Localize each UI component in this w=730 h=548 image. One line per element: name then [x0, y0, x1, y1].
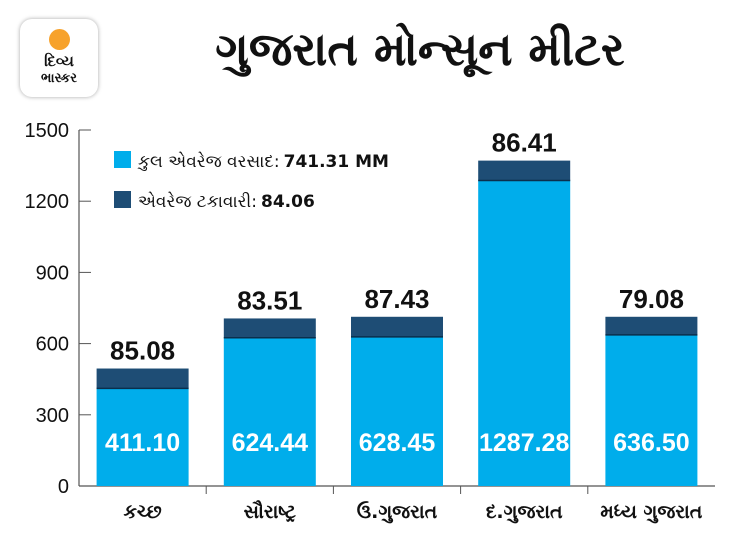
y-tick-label: 300	[36, 405, 69, 427]
percent-label: 85.08	[110, 336, 175, 366]
sun-icon	[49, 29, 70, 50]
bar-segment-average-percent	[223, 318, 316, 338]
rainfall-label: 624.44	[232, 429, 309, 457]
percent-label: 86.41	[492, 128, 557, 158]
x-category-label: મધ્ય ગુજરાત	[600, 501, 702, 523]
x-category-label: ઉ.ગુજરાત	[357, 500, 438, 523]
x-category-label: સૌરાષ્ટ્ર	[244, 500, 296, 523]
logo-text-line2: ભાસ્કર	[41, 71, 77, 86]
bar-segment-average-percent	[96, 368, 189, 389]
y-tick-label: 900	[36, 262, 69, 284]
percent-label: 87.43	[364, 284, 429, 314]
rainfall-label: 628.45	[359, 429, 436, 457]
legend-swatch	[114, 191, 131, 208]
legend-swatch	[114, 151, 131, 168]
x-category-label: દ.ગુજરાત	[486, 501, 563, 523]
y-tick-label: 1500	[25, 120, 70, 142]
x-category-label: કચ્છ	[123, 501, 162, 523]
logo-text-line1: દિવ્ય	[44, 52, 74, 70]
bar-segment-total-rain	[223, 337, 316, 486]
legend-value: 84.06	[261, 192, 315, 212]
bar-segment-total-rain	[351, 336, 443, 486]
bar-segment-total-rain	[605, 334, 698, 486]
divya-bhaskar-logo: દિવ્ય ભાસ્કર	[20, 19, 98, 97]
page-title: ગુજરાત મોન્સૂન મીટર	[215, 22, 625, 76]
rainfall-label: 636.50	[613, 429, 689, 457]
bar-segment-average-percent	[478, 160, 571, 181]
rainfall-label: 411.10	[105, 429, 180, 457]
legend-entry: કુલ એવરેજ વરસાદ: 741.31 MM	[137, 151, 389, 172]
legend-label: એવરેજ ટકાવારી:	[138, 191, 257, 212]
y-tick-label: 0	[58, 476, 69, 498]
legend-entry: એવરેજ ટકાવારી: 84.06	[138, 191, 315, 212]
bar-segment-total-rain	[478, 180, 571, 487]
percent-label: 83.51	[237, 285, 302, 315]
bar-segment-average-percent	[605, 316, 698, 335]
rainfall-label: 1287.28	[479, 429, 569, 457]
legend-value: 741.31 MM	[284, 152, 389, 172]
bar-segment-average-percent	[351, 316, 443, 337]
percent-label: 79.08	[619, 284, 684, 314]
y-tick-label: 1200	[25, 191, 70, 213]
legend-label: કુલ એવરેજ વરસાદ:	[137, 151, 280, 172]
y-tick-label: 600	[36, 334, 69, 356]
bar-segment-total-rain	[96, 388, 189, 486]
